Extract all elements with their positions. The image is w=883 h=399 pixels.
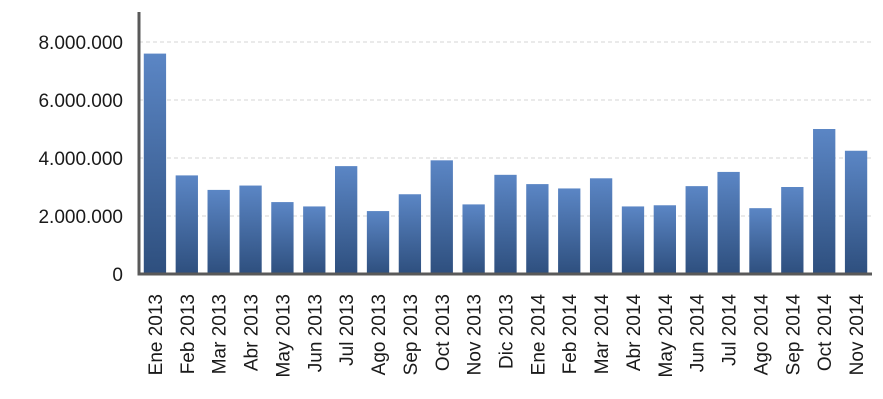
y-tick-label: 8.000.000 xyxy=(38,33,123,54)
x-tick-label: Feb 2014 xyxy=(560,294,581,375)
x-tick-label: Abr 2013 xyxy=(242,294,263,371)
x-tick-label: Jul 2013 xyxy=(337,294,358,366)
x-tick-label: Feb 2013 xyxy=(178,294,199,374)
x-tick-label: Ago 2014 xyxy=(751,294,772,376)
x-tick-label: May 2014 xyxy=(656,294,677,378)
y-tick-label: 4.000.000 xyxy=(38,149,123,170)
x-tick-label: Ene 2014 xyxy=(528,294,549,376)
bar xyxy=(622,206,644,274)
bar xyxy=(208,190,230,274)
x-tick-label: Jul 2014 xyxy=(720,294,741,366)
bar xyxy=(271,202,293,274)
bar xyxy=(813,129,835,274)
bar xyxy=(335,166,357,274)
x-tick-label: Oct 2013 xyxy=(433,294,454,371)
x-tick-label: Ene 2013 xyxy=(146,294,167,375)
bar xyxy=(144,54,166,274)
x-tick-label: Oct 2014 xyxy=(815,294,836,372)
bar xyxy=(590,178,612,274)
bar xyxy=(239,186,261,274)
x-tick-label: Sep 2013 xyxy=(401,294,422,375)
x-tick-label: Dic 2013 xyxy=(497,294,518,369)
bar xyxy=(303,206,325,274)
bar xyxy=(717,172,739,274)
bar xyxy=(462,204,484,274)
x-tick-label: Jun 2013 xyxy=(305,294,326,372)
bar xyxy=(749,208,771,274)
bar xyxy=(494,175,516,274)
bar xyxy=(431,160,453,274)
x-tick-label: Nov 2013 xyxy=(465,294,486,375)
y-tick-label: 0 xyxy=(112,265,123,286)
bar xyxy=(845,151,867,274)
bar xyxy=(367,211,389,274)
bar xyxy=(526,184,548,274)
y-tick-label: 6.000.000 xyxy=(38,91,123,112)
y-tick-label: 2.000.000 xyxy=(38,207,123,228)
y-axis-tick-labels: 0 2.000.000 4.000.000 6.000.000 8.000.000 xyxy=(38,33,123,286)
bar xyxy=(686,186,708,274)
bar xyxy=(654,205,676,274)
x-tick-label: May 2013 xyxy=(273,294,294,377)
x-tick-label: Ago 2013 xyxy=(369,294,390,375)
bar xyxy=(399,194,421,274)
bars xyxy=(144,54,867,274)
x-tick-label: Jun 2014 xyxy=(688,294,709,373)
x-tick-label: Mar 2014 xyxy=(592,294,613,375)
x-tick-label: Mar 2013 xyxy=(210,294,231,374)
x-tick-label: Nov 2014 xyxy=(847,294,868,376)
x-tick-label: Sep 2014 xyxy=(783,294,804,376)
x-axis-tick-labels: Ene 2013 Feb 2013 Mar 2013 Abr 2013 May 2013… xyxy=(146,294,868,378)
bar xyxy=(781,187,803,274)
bar xyxy=(176,175,198,274)
x-tick-label: Abr 2014 xyxy=(624,294,645,372)
bar xyxy=(558,188,580,274)
